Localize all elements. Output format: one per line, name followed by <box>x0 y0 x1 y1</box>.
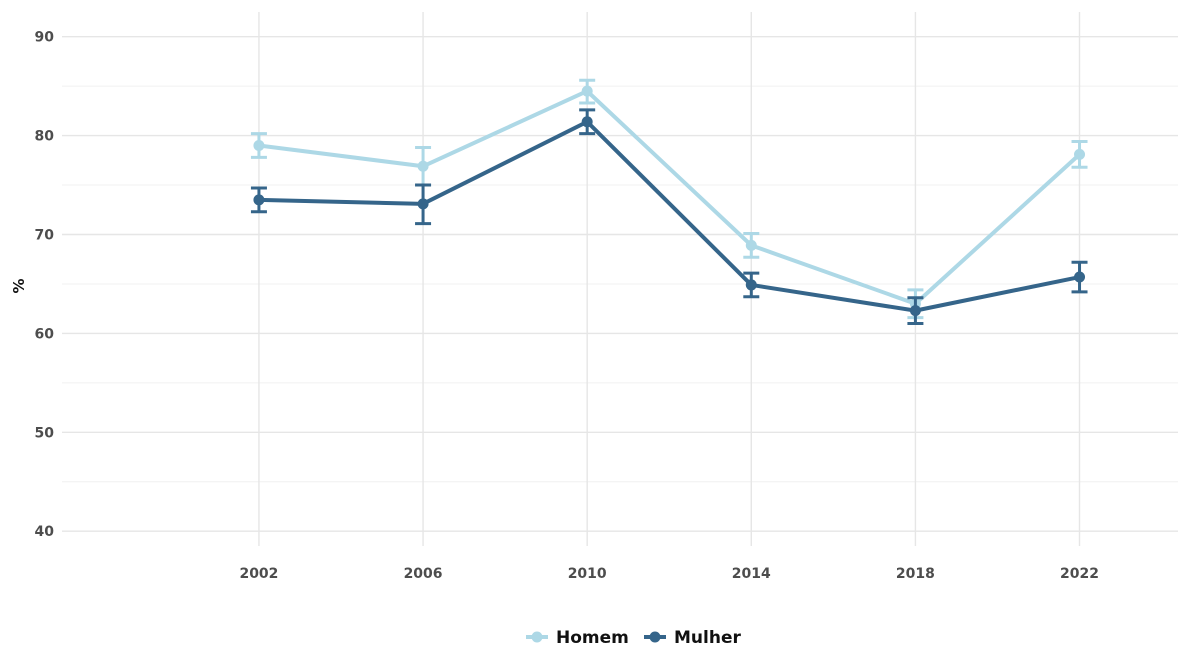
x-tick-label: 2006 <box>404 566 443 582</box>
data-point <box>417 198 429 210</box>
y-tick-label: 90 <box>35 30 55 46</box>
series-line <box>258 119 1080 313</box>
data-point <box>745 279 757 291</box>
data-point <box>417 160 429 172</box>
data-point <box>745 239 757 251</box>
legend-key-point <box>531 631 543 643</box>
y-tick-label: 50 <box>35 425 55 441</box>
data-point <box>253 194 265 206</box>
x-tick-label: 2018 <box>896 566 935 582</box>
series-homem <box>250 78 1088 320</box>
series <box>250 78 1088 325</box>
x-tick-labels: 2002 2006 2010 2014 2018 2022 <box>239 566 1099 582</box>
legend-item-mulher: Mulher <box>644 628 741 646</box>
x-tick-label: 2022 <box>1060 566 1099 582</box>
data-point <box>909 305 921 317</box>
y-tick-label: 60 <box>35 326 55 342</box>
data-point <box>1074 148 1086 160</box>
y-axis-title: % <box>10 278 28 293</box>
legend-label: Homem <box>556 628 629 646</box>
y-tick-label: 70 <box>35 228 55 244</box>
legend-item-homem: Homem <box>526 628 629 646</box>
x-tick-label: 2014 <box>732 566 771 582</box>
legend: Homem Mulher <box>526 628 741 646</box>
data-point <box>1074 271 1086 283</box>
y-tick-labels: 40 50 60 70 80 90 <box>35 30 55 540</box>
grid <box>62 12 1178 546</box>
series-mulher <box>250 108 1088 325</box>
data-point <box>581 85 593 97</box>
x-tick-label: 2002 <box>239 566 278 582</box>
data-point <box>581 116 593 128</box>
y-tick-label: 80 <box>35 129 55 145</box>
legend-label: Mulher <box>674 628 741 646</box>
y-tick-label: 40 <box>35 524 55 540</box>
data-point <box>253 140 265 151</box>
x-tick-label: 2010 <box>568 566 607 582</box>
legend-key-point <box>649 631 661 643</box>
series-line <box>258 89 1081 306</box>
